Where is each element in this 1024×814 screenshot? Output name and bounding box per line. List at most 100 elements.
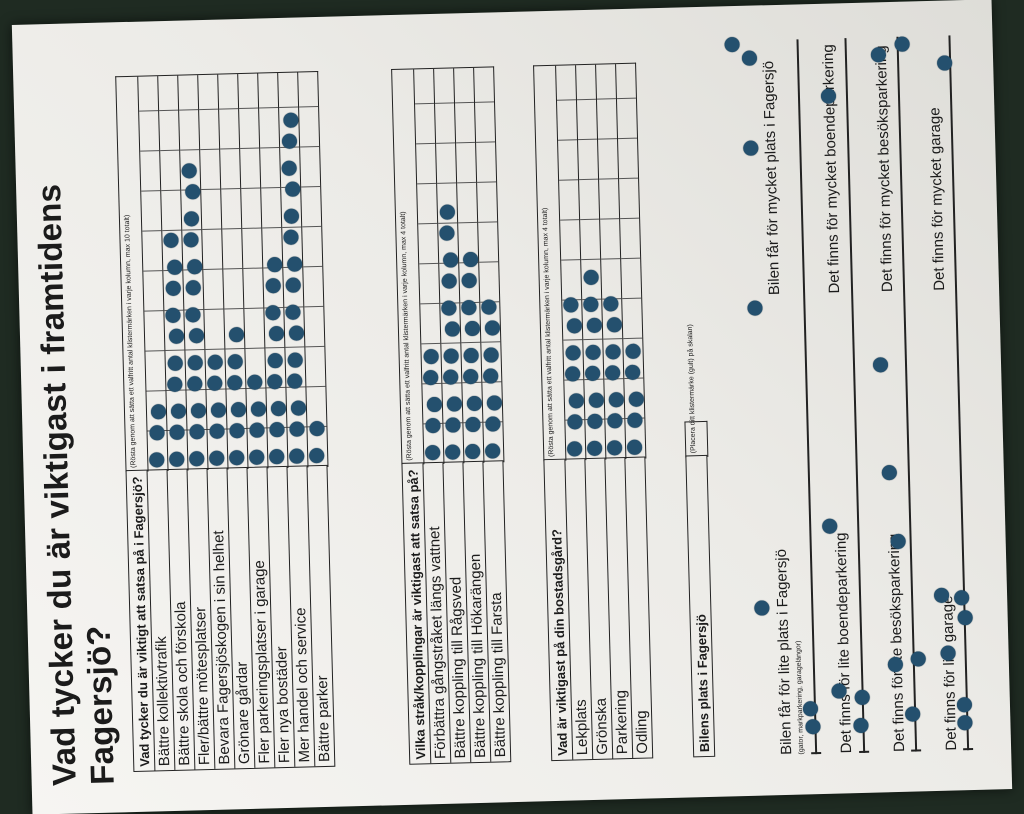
sticker-dot: [425, 417, 441, 434]
vote-column-line: [558, 139, 578, 141]
sticker-dot: [209, 423, 225, 439]
sticker-dot: [627, 412, 643, 428]
sticker-dot: [164, 307, 181, 324]
car-instruction: (Placera ditt klistermärke (gult) på ska…: [686, 324, 698, 454]
sticker-dot: [185, 280, 201, 296]
sticker-dot: [182, 232, 199, 248]
car-instruction-box: (Placera ditt klistermärke (gult) på ska…: [684, 324, 709, 458]
vote-column-line: [621, 257, 641, 260]
sticker-dot: [308, 447, 324, 464]
vote-column-line: [600, 218, 620, 220]
sticker-dot: [187, 355, 203, 371]
sticker-dot: [229, 423, 245, 439]
sticker-dot: [167, 355, 183, 371]
sticker-dot: [460, 299, 477, 316]
sticker-dot: [956, 697, 973, 713]
connections-question-table: Vilka stråk/kopplingar är viktigast att …: [401, 460, 512, 765]
sticker-dot: [426, 396, 442, 413]
sticker-dot: [741, 50, 758, 66]
vote-column-line: [303, 265, 323, 268]
sticker-dot: [168, 451, 184, 468]
sticker-dot: [285, 277, 301, 293]
vote-column-line: [201, 188, 221, 191]
vote-column-line: [300, 145, 320, 148]
scale-label-left: Det finns för lite besöksparkering: [885, 533, 909, 753]
sticker-dot: [284, 304, 301, 320]
connections-vote-table: (Rösta genom att sätta ett valfritt anta…: [391, 66, 505, 465]
vote-column-line: [305, 345, 325, 348]
vote-column-line: [299, 105, 319, 108]
sticker-dot: [586, 317, 602, 334]
vote-column-line: [561, 259, 581, 261]
sticker-dot: [854, 689, 870, 706]
vote-column-line: [599, 178, 619, 180]
vote-column-line: [240, 147, 260, 150]
vote-column-line: [204, 308, 224, 311]
sticker-dot: [267, 352, 283, 369]
sticker-dot: [442, 369, 458, 385]
sticker-dot: [270, 400, 286, 417]
sticker-dot: [162, 232, 179, 249]
sticker-dot: [625, 343, 641, 360]
scale-label-right: Det finns för mycket besöksparkering: [872, 45, 897, 293]
vote-column-line: [220, 148, 240, 150]
vote-column-line: [581, 258, 601, 261]
sticker-dot: [583, 269, 599, 286]
sticker-dot: [604, 365, 620, 381]
sticker-dot: [290, 400, 306, 416]
vote-column-line: [285, 346, 305, 348]
vote-column-line: [145, 350, 165, 352]
sticker-dot: [461, 272, 477, 289]
sticker-dot: [443, 348, 459, 364]
sticker-dot: [463, 347, 479, 364]
sticker-dot: [724, 36, 740, 53]
sticker-dot: [286, 256, 302, 272]
vote-column-line: [620, 217, 640, 220]
sticker-dot: [188, 328, 204, 344]
sticker-dot: [462, 251, 478, 268]
scale-label-left: Bilen får för lite plats i Fagersjö: [772, 548, 796, 756]
sticker-dot: [568, 393, 584, 409]
section-courtyard: Vad är viktigast på din bostadsgård? Lek…: [532, 41, 654, 762]
vote-column-line: [437, 182, 457, 184]
sticker-dot: [183, 211, 200, 227]
vote-column-line: [578, 138, 598, 141]
sticker-dot: [227, 354, 243, 370]
sticker-dot: [207, 354, 223, 370]
vote-column-line: [265, 346, 285, 349]
sticker-dot: [226, 375, 242, 391]
vote-column-line: [241, 187, 261, 190]
sticker-dot: [283, 208, 300, 224]
sticker-dot: [268, 448, 284, 465]
vote-column-line: [144, 310, 164, 312]
vote-column-line: [474, 101, 495, 103]
vote-column-line: [203, 268, 223, 271]
sticker-dot: [605, 344, 621, 360]
vote-column-line: [456, 141, 476, 144]
sticker-dot: [423, 348, 439, 365]
sticker-dot: [166, 259, 182, 275]
sticker-dot: [466, 395, 482, 412]
vote-column-line: [601, 258, 621, 260]
vote-column-line: [180, 149, 200, 151]
sticker-dot: [288, 448, 304, 464]
sticker-dot: [606, 440, 622, 456]
sticker-dot: [441, 273, 457, 289]
vote-column-line: [139, 110, 159, 112]
vote-column-line: [617, 137, 638, 140]
sticker-dot: [206, 375, 222, 391]
vote-column-line: [306, 385, 326, 388]
sticker-dot: [210, 402, 226, 418]
sticker-dot: [894, 36, 910, 52]
sticker-dot: [484, 320, 500, 336]
vote-column-line: [219, 108, 239, 110]
sticker-dot: [805, 719, 821, 735]
vote-column-line: [559, 179, 579, 181]
sticker-dot: [269, 421, 285, 438]
sticker-dot: [607, 413, 623, 429]
vote-column-line: [576, 98, 596, 101]
sticker-dot: [485, 416, 501, 432]
sticker-dot: [484, 443, 500, 459]
vote-column-line: [598, 138, 618, 140]
vote-column-line: [438, 222, 458, 224]
